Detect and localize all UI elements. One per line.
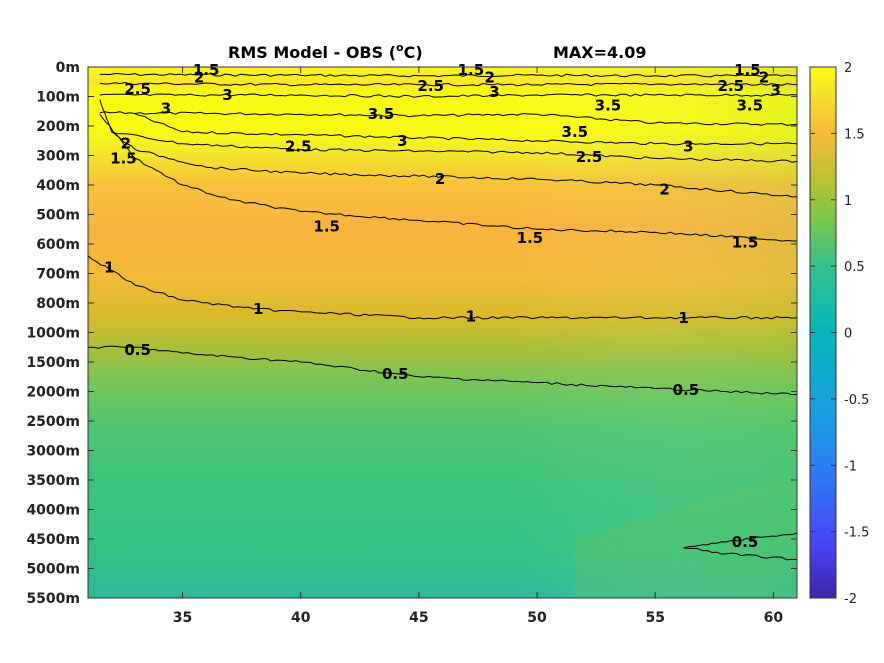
contour-label: 2.5 (576, 148, 603, 166)
y-tick-label: 300m (36, 149, 80, 165)
contour-label: 1.5 (193, 61, 220, 79)
contour-label: 0.5 (124, 341, 151, 359)
contour-label: 0.5 (673, 381, 700, 399)
contour-lines (88, 72, 797, 561)
contour-label: 2.5 (285, 138, 312, 156)
contour-label: 2 (659, 180, 669, 198)
y-tick-label: 400m (36, 178, 80, 194)
y-tick-label: 4000m (26, 503, 80, 519)
max-label: MAX=4.09 (553, 43, 647, 62)
contour-label: 3 (222, 86, 232, 104)
contour-line-3-5 (99, 72, 797, 78)
colorbar-tick-label: -1.5 (844, 526, 869, 541)
contour-line-2 (99, 99, 797, 198)
y-tick-label: 5000m (26, 562, 80, 578)
contour-label: 1.5 (517, 229, 544, 247)
contour-label: 1 (253, 300, 263, 318)
contour-label: 2 (435, 170, 445, 188)
contour-label: 0.5 (732, 533, 759, 551)
colorbar-tick-label: -0.5 (844, 393, 869, 408)
x-tick-label: 50 (527, 610, 547, 626)
colorbar-tick-label: 1 (844, 194, 852, 209)
colorbar-tick-label: -1 (844, 459, 857, 474)
contour-label: 3 (489, 83, 499, 101)
contour-line-0-5 (683, 532, 797, 561)
x-tick-label: 40 (291, 610, 311, 626)
y-tick-label: 3500m (26, 473, 80, 489)
y-tick-label: 5500m (26, 591, 80, 607)
contour-label: 1.5 (732, 234, 759, 252)
contour-label: 2 (759, 68, 769, 86)
contour-line-0-5 (88, 345, 797, 396)
contour-line-3-5 (99, 111, 797, 126)
contour-label: 3.5 (368, 105, 395, 123)
y-tick-label: 1000m (26, 326, 80, 342)
y-tick-label: 1500m (26, 355, 80, 371)
contour-label: 3 (161, 99, 171, 117)
contour-label: 0.5 (382, 365, 409, 383)
contour-label: 1 (678, 309, 688, 327)
y-tick-label: 800m (36, 296, 80, 312)
contour-label: 3 (397, 132, 407, 150)
contour-label: 3 (771, 82, 781, 100)
y-tick-label: 500m (36, 208, 80, 224)
contour-label: 2.5 (417, 77, 444, 95)
x-axis-ticks: 35 40 45 50 55 60 (173, 67, 784, 626)
chart-title: RMS Model - OBS (oC) (228, 41, 423, 62)
y-tick-label: 2000m (26, 385, 80, 401)
colorbar-ticks: 2 1.5 1 0.5 0 -0.5 -1 -1.5 -2 (810, 61, 869, 607)
contour-label: 1 (104, 259, 114, 277)
contour-label: 3.5 (562, 123, 589, 141)
plot-area: 1.522.5 331.5 22.5 33.51.522.5 33.53.53.53 32… (87, 61, 798, 599)
contour-label: 1.5 (313, 217, 340, 235)
x-tick-label: 60 (764, 610, 784, 626)
contour-label: 3.5 (736, 96, 763, 114)
title-superscript: o (396, 41, 404, 54)
contour-label: 1 (466, 307, 476, 325)
colorbar-tick-label: 2 (844, 61, 852, 76)
y-tick-label: 100m (36, 90, 80, 106)
contour-label: 2 (485, 68, 495, 86)
y-tick-label: 200m (36, 119, 80, 135)
y-tick-label: 600m (36, 237, 80, 253)
heatmap-light-wedge (575, 470, 797, 598)
colorbar: 2 1.5 1 0.5 0 -0.5 -1 -1.5 -2 (809, 61, 869, 607)
colorbar-tick-label: 1.5 (844, 127, 865, 142)
contour-labels: 1.522.5 331.5 22.5 33.51.522.5 33.53.53.53 32… (104, 61, 781, 551)
contour-label: 2 (194, 68, 204, 86)
contour-label: 1.5 (458, 61, 485, 79)
contour-line-3 (135, 113, 797, 146)
contour-label: 1.5 (110, 149, 137, 167)
y-tick-label: 700m (36, 267, 80, 283)
contour-label: 2.5 (124, 80, 151, 98)
contour-label: 1.5 (734, 61, 761, 79)
y-tick-label: 0m (56, 60, 80, 76)
contour-label: 2 (121, 135, 131, 153)
contour-label: 3 (683, 138, 693, 156)
contour-line-2-5 (99, 93, 797, 98)
colorbar-tick-label: -2 (844, 592, 857, 607)
contour-line-1-5 (99, 113, 797, 242)
x-tick-label: 35 (173, 610, 192, 626)
x-tick-label: 45 (409, 610, 428, 626)
heatmap-field-shade (88, 67, 797, 598)
contour-label: 3.5 (595, 96, 622, 114)
contour-line-3 (99, 81, 797, 87)
y-axis-ticks: 0m 100m 200m 300m 400m 500m 600m 700m 800m 1000m 1… (26, 60, 797, 607)
colorbar-tick-label: 0.5 (844, 260, 865, 275)
x-tick-label: 55 (645, 610, 664, 626)
y-tick-label: 2500m (26, 414, 80, 430)
y-tick-label: 3000m (26, 444, 80, 460)
contour-line-1 (88, 255, 797, 320)
contour-line-2-5 (111, 131, 797, 163)
contour-label: 2.5 (718, 77, 745, 95)
colorbar-tick-label: 0 (844, 327, 852, 342)
y-tick-label: 4500m (26, 532, 80, 548)
